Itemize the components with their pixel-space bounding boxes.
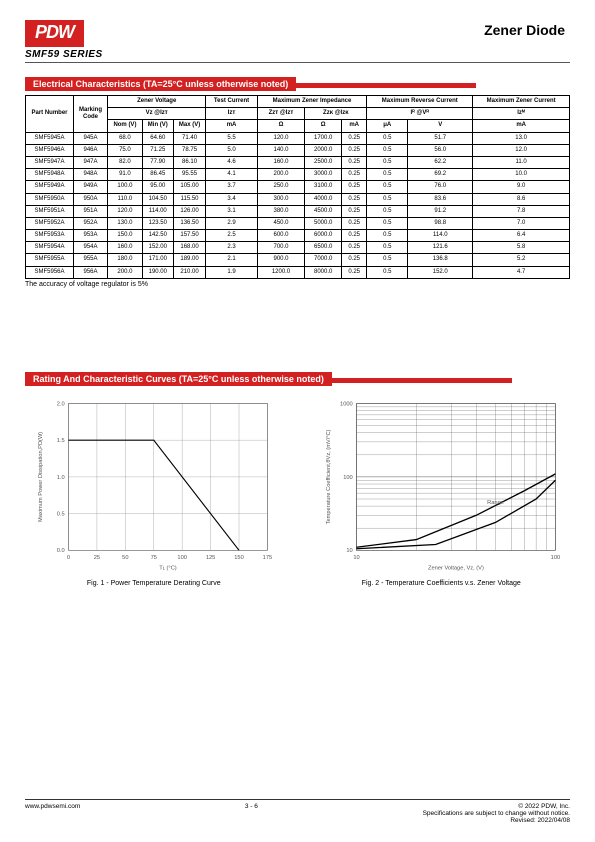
footer-note1: Specifications are subject to change wit… <box>423 810 570 817</box>
footer-copyright: © 2022 PDW, Inc. <box>423 803 570 810</box>
table-row: SMF5953A953A150.0142.50157.502.5600.0600… <box>26 230 570 242</box>
table-row: SMF5947A947A82.077.9086.104.6160.02500.0… <box>26 156 570 168</box>
table-row: SMF5954A954A160.0152.00168.002.3700.0650… <box>26 242 570 254</box>
table-note: The accuracy of voltage regulator is 5% <box>25 281 570 288</box>
chart-1-caption: Fig. 1 - Power Temperature Derating Curv… <box>25 580 283 587</box>
section-curves: Rating And Characteristic Curves (TA=25°… <box>25 374 570 384</box>
footer-note2: Revised: 2022/04/08 <box>423 817 570 824</box>
svg-text:50: 50 <box>122 555 128 561</box>
table-row: SMF5949A949A100.095.00105.003.7250.03100… <box>26 181 570 193</box>
series-label: SMF59 SERIES <box>25 49 570 60</box>
svg-text:175: 175 <box>263 555 272 561</box>
chart-2: 10 100 1000 10 100 Range Zener Voltage, Vᴢ, (V… <box>313 394 571 587</box>
svg-text:1000: 1000 <box>340 401 353 407</box>
svg-text:Zener Voltage, Vᴢ, (V): Zener Voltage, Vᴢ, (V) <box>428 565 484 571</box>
svg-text:0.0: 0.0 <box>57 548 65 554</box>
characteristics-table: Part Number Marking Code Zener Voltage T… <box>25 95 570 279</box>
svg-text:2.0: 2.0 <box>57 401 65 407</box>
table-row: SMF5952A952A130.0123.50136.502.9450.0500… <box>26 217 570 229</box>
doc-title: Zener Diode <box>484 22 565 38</box>
svg-text:Temperature Coefficient,θVᴢ, (: Temperature Coefficient,θVᴢ, (mV/°C) <box>325 429 331 524</box>
svg-text:100: 100 <box>177 555 186 561</box>
svg-text:1.5: 1.5 <box>57 438 65 444</box>
svg-text:100: 100 <box>343 475 352 481</box>
svg-text:75: 75 <box>151 555 157 561</box>
svg-text:100: 100 <box>550 555 559 561</box>
svg-text:150: 150 <box>234 555 243 561</box>
section-curves-title: Rating And Characteristic Curves (TA=25°… <box>25 372 332 386</box>
logo: PDW <box>25 20 84 47</box>
footer-page: 3 - 6 <box>245 803 258 824</box>
svg-text:Range: Range <box>487 500 504 506</box>
section-electrical: Electrical Characteristics (TA=25°C unle… <box>25 79 570 89</box>
svg-text:25: 25 <box>94 555 100 561</box>
svg-text:0.5: 0.5 <box>57 511 65 517</box>
svg-text:1.0: 1.0 <box>57 475 65 481</box>
svg-text:10: 10 <box>346 548 352 554</box>
svg-text:0: 0 <box>67 555 70 561</box>
svg-text:Maximum Power Dissipation,PD(W: Maximum Power Dissipation,PD(W) <box>38 432 44 522</box>
table-row: SMF5956A956A200.0190.00210.001.91200.080… <box>26 266 570 278</box>
table-row: SMF5948A948A91.086.4595.554.1200.03000.0… <box>26 169 570 181</box>
table-row: SMF5950A950A110.0104.50115.503.4300.0400… <box>26 193 570 205</box>
footer: www.pdwsemi.com 3 - 6 © 2022 PDW, Inc. S… <box>25 799 570 824</box>
header-rule <box>25 62 570 63</box>
svg-text:10: 10 <box>353 555 359 561</box>
footer-url: www.pdwsemi.com <box>25 803 80 824</box>
chart-2-caption: Fig. 2 - Temperature Coefficients v.s. Z… <box>313 580 571 587</box>
section-electrical-title: Electrical Characteristics (TA=25°C unle… <box>25 77 296 91</box>
svg-text:125: 125 <box>206 555 215 561</box>
table-row: SMF5946A946A75.071.2578.755.0140.02000.0… <box>26 144 570 156</box>
table-row: SMF5945A945A68.064.6071.405.5120.01700.0… <box>26 132 570 144</box>
svg-text:Tʟ (°C): Tʟ (°C) <box>159 565 177 571</box>
table-row: SMF5955A955A180.0171.00189.002.1900.0700… <box>26 254 570 266</box>
chart-1: 0 25 50 75 100 125 150 175 0.0 0.5 1.0 1.5 2.0 Tʟ (°C… <box>25 394 283 587</box>
table-row: SMF5951A951A120.0114.00126.003.1380.0450… <box>26 205 570 217</box>
